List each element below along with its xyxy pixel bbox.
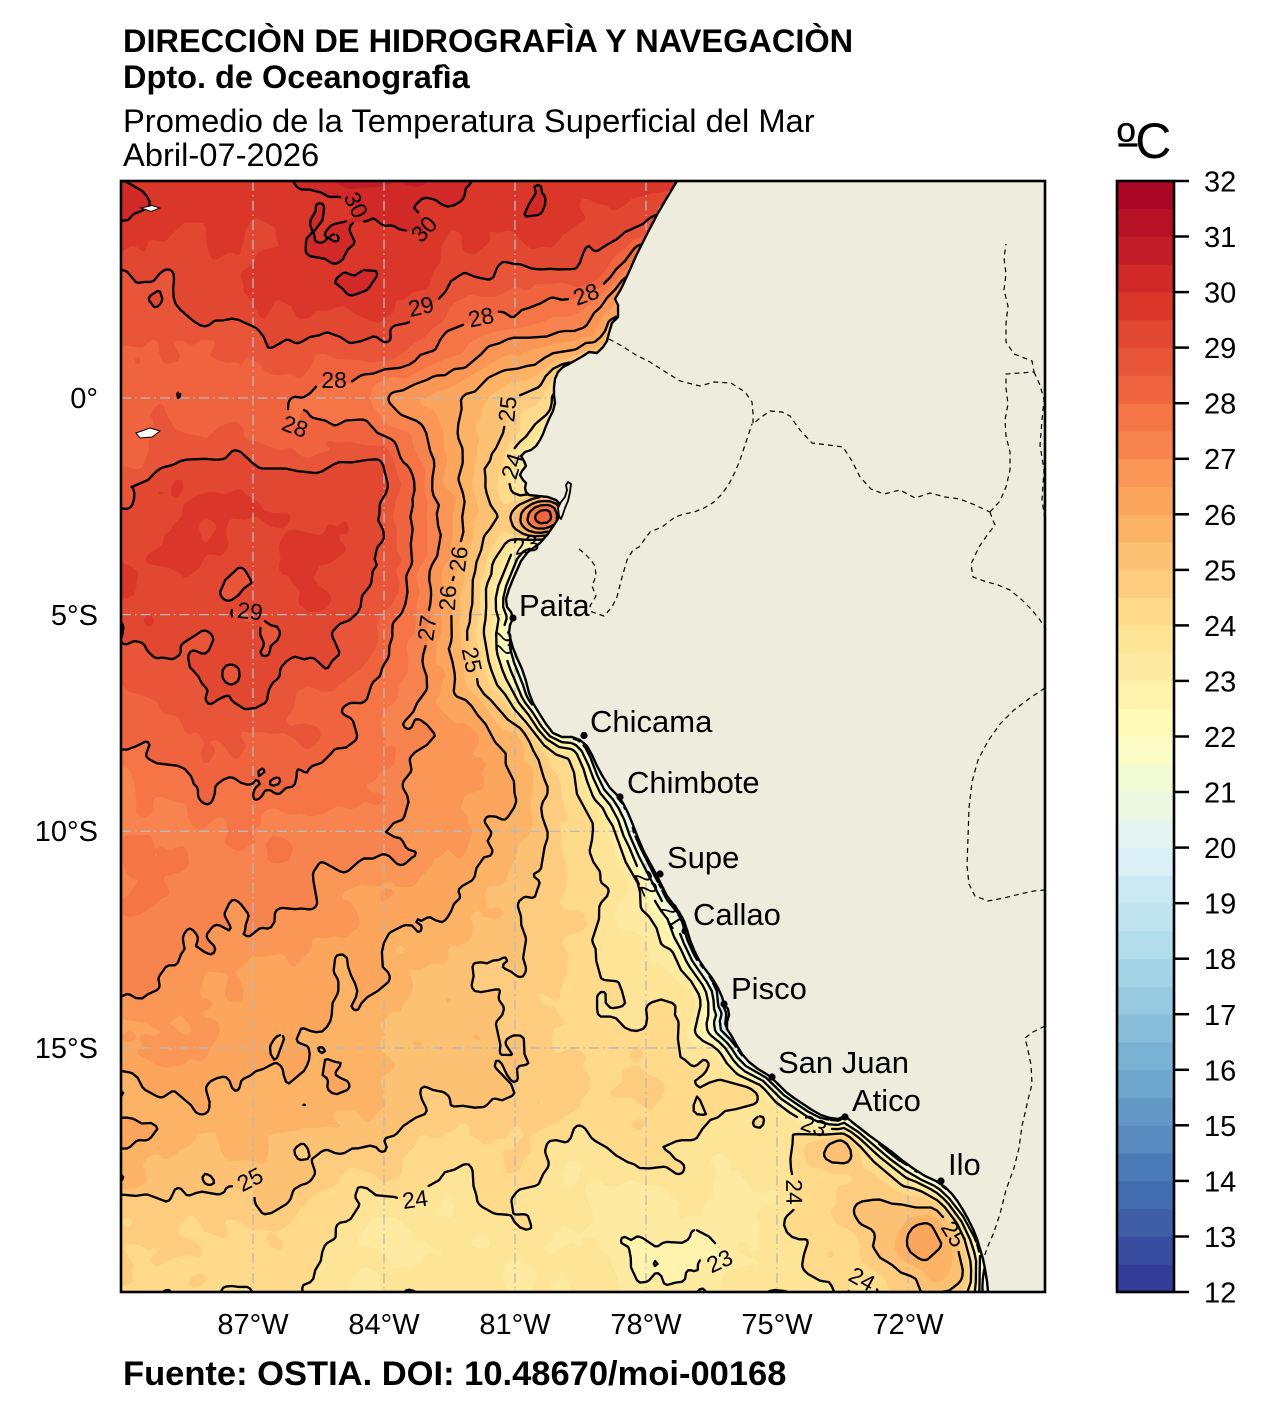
svg-text:29: 29 bbox=[406, 291, 437, 322]
svg-text:17: 17 bbox=[1204, 1000, 1236, 1032]
svg-text:Atico: Atico bbox=[852, 1083, 921, 1118]
svg-text:30: 30 bbox=[1204, 278, 1236, 310]
svg-text:26: 26 bbox=[444, 545, 473, 574]
svg-text:29: 29 bbox=[1204, 333, 1236, 365]
svg-text:Pisco: Pisco bbox=[731, 971, 807, 1006]
svg-text:31: 31 bbox=[1204, 222, 1236, 254]
svg-text:15°S: 15°S bbox=[35, 1033, 98, 1065]
svg-text:19: 19 bbox=[1204, 889, 1236, 921]
svg-text:24: 24 bbox=[1204, 611, 1236, 643]
svg-text:81°W: 81°W bbox=[479, 1309, 551, 1341]
svg-text:28: 28 bbox=[1204, 389, 1236, 421]
svg-text:26: 26 bbox=[434, 585, 461, 612]
svg-text:16: 16 bbox=[1204, 1055, 1236, 1087]
svg-text:22: 22 bbox=[490, 630, 517, 657]
svg-text:Supe: Supe bbox=[667, 840, 739, 875]
svg-text:78°W: 78°W bbox=[610, 1309, 682, 1341]
svg-text:23: 23 bbox=[511, 529, 542, 560]
svg-text:21: 21 bbox=[1204, 778, 1236, 810]
svg-text:Dpto. de Oceanografìa: Dpto. de Oceanografìa bbox=[123, 59, 471, 95]
svg-text:San Juan: San Juan bbox=[778, 1045, 909, 1080]
svg-text:Callao: Callao bbox=[693, 897, 781, 932]
svg-text:Chicama: Chicama bbox=[590, 704, 713, 739]
svg-text:28: 28 bbox=[466, 302, 496, 333]
svg-text:5°S: 5°S bbox=[51, 600, 98, 632]
svg-text:15: 15 bbox=[1204, 1111, 1236, 1143]
svg-text:32: 32 bbox=[1204, 167, 1236, 199]
svg-text:ºC: ºC bbox=[1117, 113, 1171, 169]
svg-text:27: 27 bbox=[412, 614, 441, 643]
svg-text:Paita: Paita bbox=[519, 588, 590, 623]
svg-text:20: 20 bbox=[1204, 833, 1236, 865]
svg-text:29: 29 bbox=[236, 597, 264, 626]
svg-text:23: 23 bbox=[1204, 666, 1236, 698]
svg-text:Promedio de la Temperatura Sup: Promedio de la Temperatura Superficial d… bbox=[123, 102, 815, 139]
svg-text:Fuente: OSTIA. DOI: 10.48670/m: Fuente: OSTIA. DOI: 10.48670/moi-00168 bbox=[123, 1355, 786, 1393]
svg-text:DIRECCIÒN DE HIDROGRAFÌA Y NAV: DIRECCIÒN DE HIDROGRAFÌA Y NAVEGACIÒN bbox=[123, 22, 853, 59]
svg-text:Abril-07-2026: Abril-07-2026 bbox=[123, 136, 319, 173]
svg-text:22: 22 bbox=[1204, 722, 1236, 754]
svg-text:14: 14 bbox=[1204, 1166, 1236, 1198]
svg-text:25: 25 bbox=[457, 645, 488, 675]
svg-text:24: 24 bbox=[781, 1179, 807, 1205]
svg-text:18: 18 bbox=[1204, 944, 1236, 976]
svg-text:27: 27 bbox=[1204, 444, 1236, 476]
svg-text:10°S: 10°S bbox=[35, 816, 98, 848]
svg-text:13: 13 bbox=[1204, 1222, 1236, 1254]
svg-text:12: 12 bbox=[1204, 1278, 1236, 1310]
svg-text:25: 25 bbox=[493, 395, 522, 423]
svg-text:Ilo: Ilo bbox=[948, 1147, 981, 1182]
svg-text:24: 24 bbox=[401, 1185, 430, 1214]
svg-text:26: 26 bbox=[1204, 500, 1236, 532]
svg-text:Chimbote: Chimbote bbox=[627, 765, 760, 800]
svg-text:84°W: 84°W bbox=[348, 1309, 420, 1341]
svg-text:0°: 0° bbox=[70, 383, 98, 415]
svg-text:72°W: 72°W bbox=[872, 1309, 944, 1341]
svg-text:87°W: 87°W bbox=[217, 1309, 289, 1341]
svg-text:25: 25 bbox=[1204, 555, 1236, 587]
svg-text:75°W: 75°W bbox=[741, 1309, 813, 1341]
svg-text:28: 28 bbox=[321, 367, 347, 393]
